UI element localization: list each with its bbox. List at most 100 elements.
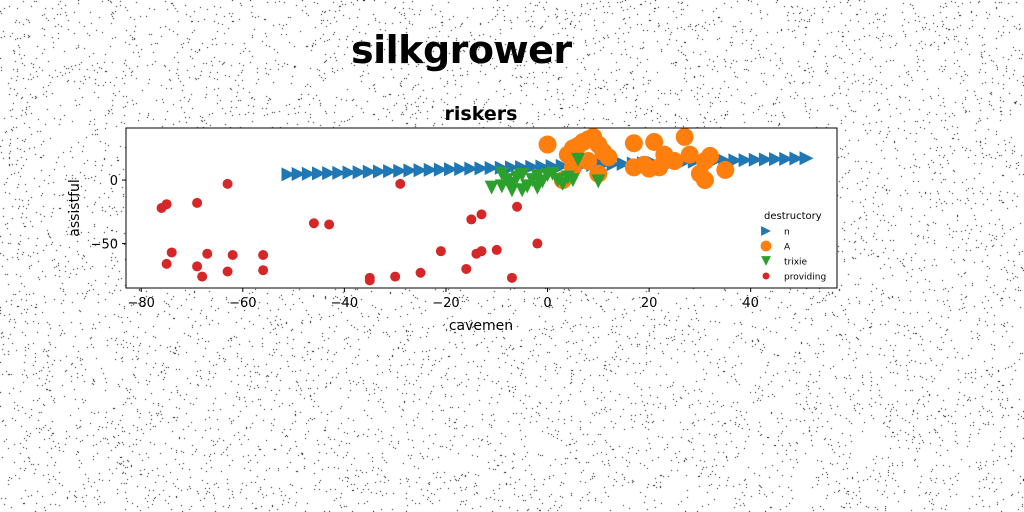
data-point — [192, 197, 203, 208]
data-point — [484, 161, 499, 175]
data-point — [494, 179, 509, 194]
data-point — [555, 158, 570, 173]
data-point — [532, 238, 543, 249]
data-point — [161, 258, 172, 269]
data-point — [258, 249, 269, 260]
figure-suptitle: silkgrower — [351, 28, 572, 72]
data-point — [579, 152, 598, 171]
data-point — [161, 199, 172, 210]
data-point — [491, 244, 502, 255]
data-point — [415, 267, 426, 278]
x-tick-label: 0 — [543, 296, 551, 311]
data-point — [413, 163, 428, 178]
data-point — [570, 152, 585, 167]
data-point — [222, 178, 233, 189]
legend-item-providing: providing — [762, 272, 826, 283]
plot-area — [126, 128, 837, 288]
axes-frame — [125, 127, 838, 289]
data-point — [680, 145, 699, 164]
data-point — [383, 164, 398, 179]
series-trixie — [484, 152, 606, 198]
data-point — [311, 166, 326, 181]
data-point — [665, 152, 684, 171]
data-point — [454, 162, 469, 177]
data-point — [281, 167, 296, 182]
data-point — [435, 246, 446, 257]
data-point — [474, 161, 489, 176]
data-point — [779, 151, 794, 166]
data-point — [192, 261, 203, 272]
data-point — [484, 180, 499, 195]
data-point — [166, 247, 177, 258]
data-point — [591, 174, 606, 189]
data-point — [476, 209, 487, 220]
data-point — [538, 135, 557, 154]
legend-label: trixie — [784, 258, 808, 268]
data-point — [716, 160, 735, 179]
data-point — [645, 132, 664, 151]
data-point — [301, 166, 316, 181]
data-point — [362, 164, 377, 179]
data-point — [291, 166, 306, 181]
y-tick-label: 0 — [110, 174, 118, 189]
data-point — [390, 271, 401, 282]
data-point — [690, 164, 709, 183]
data-point — [403, 163, 418, 178]
data-point — [461, 263, 472, 274]
x-axis-label: cavemen — [449, 318, 513, 334]
data-point — [515, 167, 530, 182]
data-point — [332, 165, 347, 180]
data-point — [364, 275, 375, 286]
data-point — [423, 162, 438, 177]
data-point — [701, 146, 720, 165]
data-point — [758, 152, 773, 167]
legend-item-trixie: trixie — [761, 256, 808, 268]
data-point — [506, 272, 517, 283]
legend-label: A — [784, 243, 791, 253]
y-axis-ticks: −50 0 — [91, 174, 126, 253]
data-point — [504, 183, 519, 198]
x-tick-label: −40 — [331, 296, 358, 311]
x-tick-label: −80 — [128, 296, 155, 311]
data-point — [466, 214, 477, 225]
data-point — [464, 161, 479, 176]
data-point — [748, 152, 763, 167]
data-point — [393, 163, 408, 178]
data-point — [395, 178, 406, 189]
legend-marker — [761, 256, 771, 266]
data-point — [624, 134, 643, 153]
data-point — [258, 265, 269, 276]
data-point — [512, 201, 523, 212]
legend-marker — [761, 226, 771, 236]
data-point — [324, 219, 335, 230]
chart-title: riskers — [445, 103, 518, 125]
legend-label: providing — [784, 273, 826, 283]
data-point — [525, 159, 540, 174]
data-point — [799, 151, 814, 166]
data-point — [222, 266, 233, 277]
data-point — [738, 153, 753, 168]
legend-label: n — [784, 228, 790, 238]
data-point — [616, 156, 631, 171]
legend-marker — [760, 240, 772, 252]
data-point — [769, 152, 784, 167]
data-point — [789, 151, 804, 166]
data-point — [476, 246, 487, 257]
x-tick-label: −20 — [432, 296, 459, 311]
data-point — [675, 127, 694, 146]
data-point — [308, 218, 319, 229]
data-point — [197, 271, 208, 282]
data-point — [530, 180, 545, 195]
x-tick-label: −60 — [229, 296, 256, 311]
data-point — [650, 158, 669, 177]
series-A — [538, 127, 735, 190]
data-marks — [156, 127, 814, 286]
y-tick-label: −50 — [91, 238, 118, 253]
series-providing — [156, 178, 543, 286]
data-point — [352, 165, 367, 180]
x-axis-ticks: −80 −60 −40 −20 0 20 40 — [128, 288, 759, 311]
legend-item-A: A — [760, 240, 791, 253]
data-point — [599, 148, 618, 167]
